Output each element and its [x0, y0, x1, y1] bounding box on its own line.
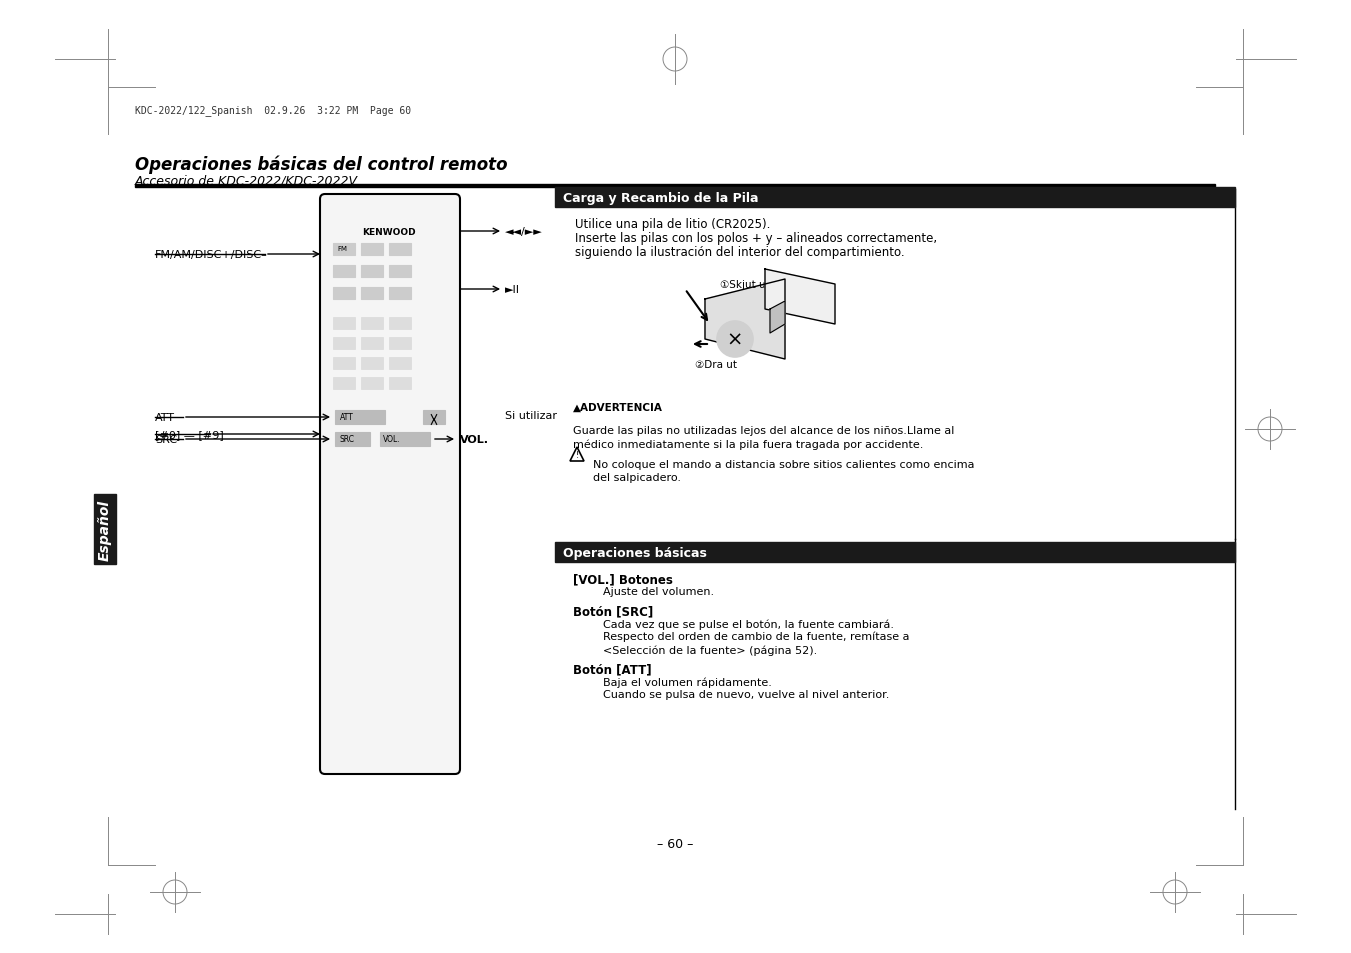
- Bar: [389, 266, 411, 277]
- Text: ATT: ATT: [340, 413, 354, 421]
- Text: Cuando se pulsa de nuevo, vuelve al nivel anterior.: Cuando se pulsa de nuevo, vuelve al nive…: [603, 689, 889, 700]
- Text: Respecto del orden de cambio de la fuente, remítase a: Respecto del orden de cambio de la fuent…: [603, 631, 909, 641]
- Text: Operaciones básicas del control remoto: Operaciones básicas del control remoto: [135, 154, 508, 173]
- Bar: [389, 357, 411, 370]
- Text: médico inmediatamente si la pila fuera tragada por accidente.: médico inmediatamente si la pila fuera t…: [573, 438, 923, 449]
- Text: Operaciones básicas: Operaciones básicas: [563, 546, 707, 559]
- Text: SRC: SRC: [155, 435, 177, 444]
- Polygon shape: [705, 280, 785, 359]
- Text: VOL.: VOL.: [459, 435, 489, 444]
- Text: KDC-2022/122_Spanish  02.9.26  3:22 PM  Page 60: KDC-2022/122_Spanish 02.9.26 3:22 PM Pag…: [135, 105, 411, 115]
- Text: [VOL.] Botones: [VOL.] Botones: [573, 573, 673, 585]
- Bar: [389, 244, 411, 255]
- Bar: [361, 317, 382, 330]
- Bar: [135, 185, 1215, 188]
- Text: Español: Español: [99, 499, 112, 560]
- Text: ATT: ATT: [155, 413, 176, 422]
- Text: Botón [SRC]: Botón [SRC]: [573, 604, 654, 618]
- Text: Baja el volumen rápidamente.: Baja el volumen rápidamente.: [603, 677, 771, 687]
- Text: Carga y Recambio de la Pila: Carga y Recambio de la Pila: [563, 192, 758, 205]
- Text: <Selección de la fuente> (página 52).: <Selección de la fuente> (página 52).: [603, 644, 817, 655]
- Text: FM/AM/DISC+/DISC–: FM/AM/DISC+/DISC–: [155, 250, 267, 260]
- Text: Botón [ATT]: Botón [ATT]: [573, 662, 651, 676]
- Text: SRC: SRC: [339, 435, 354, 443]
- Text: FM: FM: [336, 246, 347, 252]
- Bar: [335, 411, 385, 424]
- Bar: [332, 288, 355, 299]
- Bar: [332, 377, 355, 390]
- Bar: [555, 188, 1235, 208]
- Circle shape: [717, 322, 753, 357]
- Text: ◄◄/►►: ◄◄/►►: [505, 227, 543, 236]
- Text: – 60 –: – 60 –: [657, 837, 693, 850]
- Text: Accesorio de KDC-2022/KDC-2022V: Accesorio de KDC-2022/KDC-2022V: [135, 174, 358, 188]
- Text: ①Skjut undan: ①Skjut undan: [720, 280, 792, 290]
- Bar: [361, 377, 382, 390]
- Bar: [332, 337, 355, 350]
- Bar: [565, 399, 1225, 419]
- FancyBboxPatch shape: [320, 194, 459, 774]
- Bar: [332, 266, 355, 277]
- Text: ×: ×: [727, 330, 743, 349]
- Text: Cada vez que se pulse el botón, la fuente cambiará.: Cada vez que se pulse el botón, la fuent…: [603, 618, 894, 629]
- Bar: [361, 244, 382, 255]
- Bar: [380, 433, 430, 447]
- Bar: [389, 377, 411, 390]
- Text: Inserte las pilas con los polos + y – alineados correctamente,: Inserte las pilas con los polos + y – al…: [576, 232, 938, 245]
- Bar: [389, 337, 411, 350]
- Text: Guarde las pilas no utilizadas lejos del alcance de los niños.Llame al: Guarde las pilas no utilizadas lejos del…: [573, 426, 954, 436]
- Text: siguiendo la ilustración del interior del compartimiento.: siguiendo la ilustración del interior de…: [576, 246, 905, 258]
- Bar: [389, 288, 411, 299]
- Bar: [361, 357, 382, 370]
- Bar: [332, 317, 355, 330]
- Text: ►II: ►II: [505, 285, 520, 294]
- Bar: [361, 337, 382, 350]
- Polygon shape: [770, 302, 785, 334]
- Text: ②Dra ut: ②Dra ut: [694, 359, 738, 370]
- Text: !: !: [576, 451, 578, 460]
- Bar: [389, 317, 411, 330]
- Bar: [332, 244, 355, 255]
- Bar: [332, 357, 355, 370]
- Text: KENWOOD: KENWOOD: [362, 228, 416, 236]
- Text: Si utilizar: Si utilizar: [505, 411, 557, 420]
- Bar: [335, 433, 370, 447]
- Bar: [423, 411, 444, 424]
- Bar: [555, 542, 1235, 562]
- Text: Utilice una pila de litio (CR2025).: Utilice una pila de litio (CR2025).: [576, 218, 770, 231]
- Text: del salpicadero.: del salpicadero.: [593, 473, 681, 482]
- Text: [#0] — [#9]: [#0] — [#9]: [155, 430, 224, 439]
- Bar: [361, 266, 382, 277]
- Bar: [361, 288, 382, 299]
- Text: VOL.: VOL.: [382, 435, 401, 443]
- Text: No coloque el mando a distancia sobre sitios calientes como encima: No coloque el mando a distancia sobre si…: [593, 459, 974, 470]
- Text: Ajuste del volumen.: Ajuste del volumen.: [603, 586, 715, 597]
- Polygon shape: [765, 270, 835, 325]
- Text: ▲ADVERTENCIA: ▲ADVERTENCIA: [573, 402, 663, 413]
